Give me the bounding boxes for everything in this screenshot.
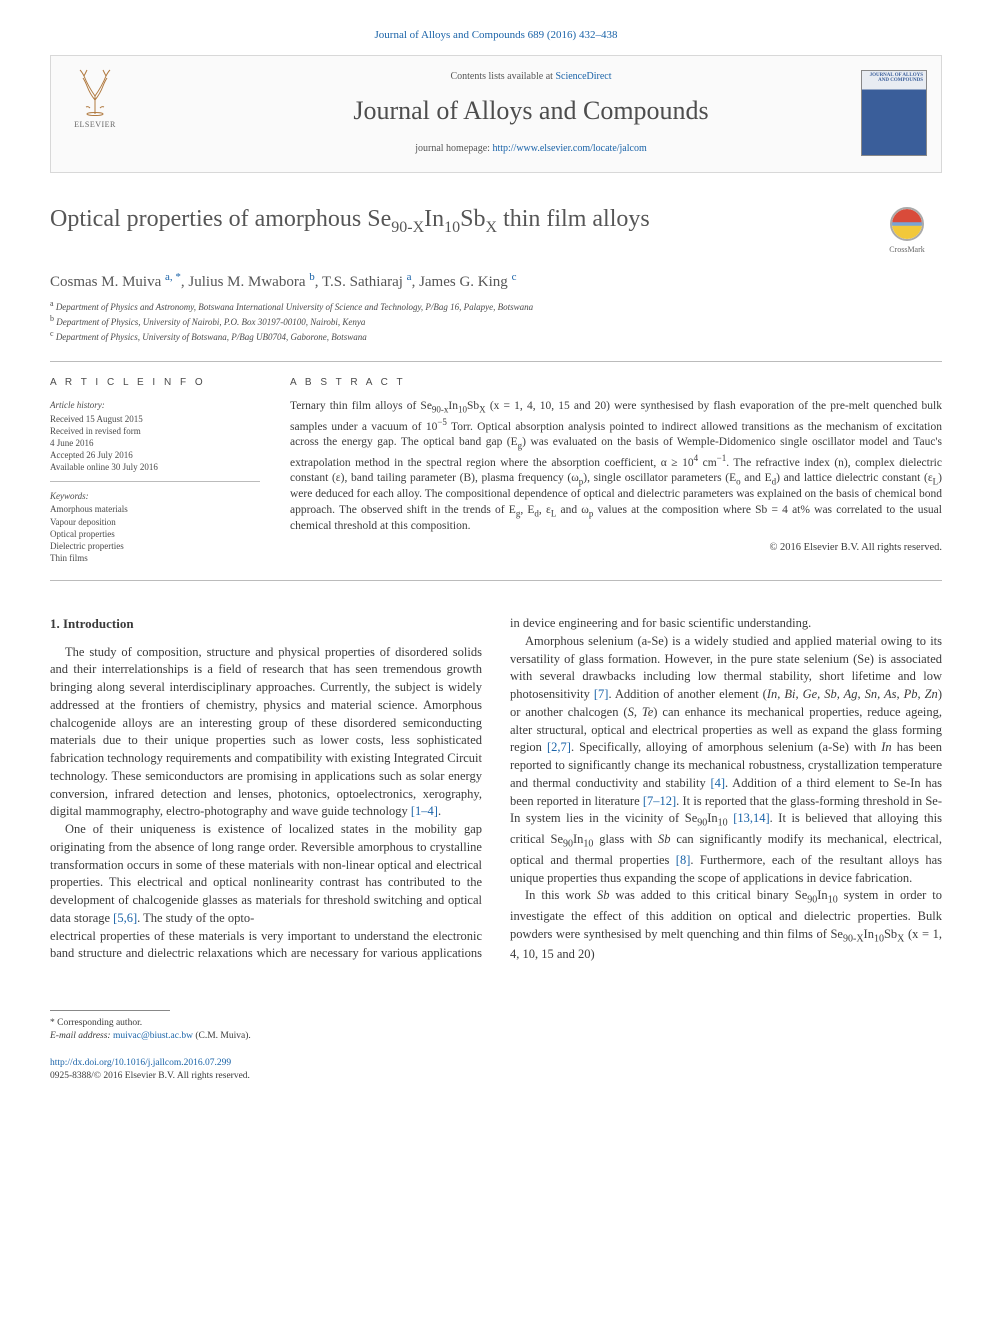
history-label: Article history: — [50, 399, 260, 411]
article-info-column: A R T I C L E I N F O Article history: R… — [50, 376, 260, 564]
article-info-label: A R T I C L E I N F O — [50, 376, 260, 390]
history-item: Accepted 26 July 2016 — [50, 449, 260, 461]
contents-available-line: Contents lists available at ScienceDirec… — [135, 70, 927, 84]
journal-homepage-line: journal homepage: http://www.elsevier.co… — [135, 142, 927, 156]
corresponding-author-note: * Corresponding author. — [50, 1017, 942, 1030]
elsevier-tree-icon — [70, 66, 120, 116]
corresponding-email-line: E-mail address: muivac@biust.ac.bw (C.M.… — [50, 1030, 942, 1043]
paper-title: Optical properties of amorphous Se90-XIn… — [50, 203, 872, 238]
sciencedirect-link[interactable]: ScienceDirect — [555, 71, 611, 82]
keyword-item: Vapour deposition — [50, 516, 260, 528]
journal-name: Journal of Alloys and Compounds — [135, 93, 927, 128]
body-paragraph: One of their uniqueness is existence of … — [50, 821, 482, 928]
crossmark-label: CrossMark — [872, 245, 942, 256]
crossmark-badge[interactable]: CrossMark — [872, 207, 942, 256]
body-text: 1. Introduction The study of composition… — [50, 615, 942, 964]
journal-cover-thumbnail: JOURNAL OF ALLOYS AND COMPOUNDS — [861, 70, 927, 156]
body-paragraph: The study of composition, structure and … — [50, 644, 482, 822]
publisher-label: ELSEVIER — [65, 120, 125, 131]
doi-link[interactable]: http://dx.doi.org/10.1016/j.jallcom.2016… — [50, 1058, 231, 1068]
section-heading: 1. Introduction — [50, 615, 482, 633]
page-footer: * Corresponding author. E-mail address: … — [50, 1004, 942, 1082]
article-meta-row: A R T I C L E I N F O Article history: R… — [50, 361, 942, 581]
body-paragraph: In this work Sb was added to this critic… — [510, 887, 942, 964]
corresponding-email-link[interactable]: muivac@biust.ac.bw — [113, 1031, 193, 1041]
affiliation-row: b Department of Physics, University of N… — [50, 314, 942, 328]
abstract-text: Ternary thin film alloys of Se90-xIn10Sb… — [290, 399, 942, 534]
issn-copyright: 0925-8388/© 2016 Elsevier B.V. All right… — [50, 1070, 942, 1083]
history-item: 4 June 2016 — [50, 437, 260, 449]
history-item: Received in revised form — [50, 425, 260, 437]
crossmark-icon — [890, 207, 924, 241]
keyword-item: Thin films — [50, 552, 260, 564]
affiliation-row: c Department of Physics, University of B… — [50, 329, 942, 343]
abstract-copyright: © 2016 Elsevier B.V. All rights reserved… — [290, 541, 942, 555]
history-item: Received 15 August 2015 — [50, 413, 260, 425]
keyword-item: Optical properties — [50, 528, 260, 540]
keyword-item: Amorphous materials — [50, 503, 260, 515]
affiliation-row: a Department of Physics and Astronomy, B… — [50, 299, 942, 313]
authors-line: Cosmas M. Muiva a, *, Julius M. Mwabora … — [50, 270, 942, 292]
journal-header: ELSEVIER Contents lists available at Sci… — [50, 55, 942, 173]
cover-title: JOURNAL OF ALLOYS AND COMPOUNDS — [862, 71, 926, 86]
body-paragraph: Amorphous selenium (a-Se) is a widely st… — [510, 633, 942, 887]
keyword-item: Dielectric properties — [50, 540, 260, 552]
top-citation: Journal of Alloys and Compounds 689 (201… — [50, 28, 942, 43]
affiliations: a Department of Physics and Astronomy, B… — [50, 299, 942, 343]
keywords-label: Keywords: — [50, 490, 260, 502]
abstract-label: A B S T R A C T — [290, 376, 942, 390]
journal-homepage-link[interactable]: http://www.elsevier.com/locate/jalcom — [492, 143, 646, 154]
abstract-column: A B S T R A C T Ternary thin film alloys… — [290, 376, 942, 564]
publisher-logo: ELSEVIER — [65, 66, 125, 131]
history-item: Available online 30 July 2016 — [50, 461, 260, 473]
